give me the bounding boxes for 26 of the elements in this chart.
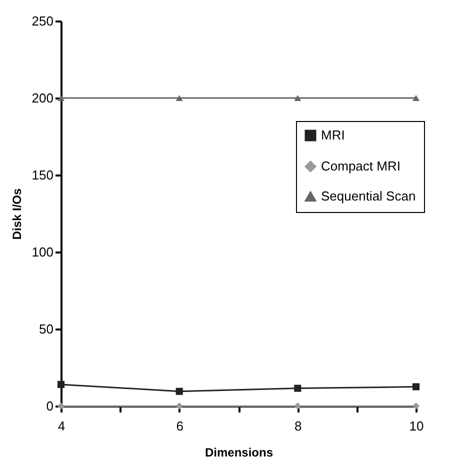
point — [176, 402, 183, 410]
point — [294, 384, 302, 392]
point — [176, 94, 183, 102]
y-tick-label: 0 — [46, 398, 54, 414]
legend-label: Compact MRI — [321, 158, 400, 174]
y-tick-label: 50 — [39, 322, 54, 336]
point — [412, 402, 420, 410]
point — [294, 94, 302, 102]
x-tick-label: 4 — [58, 418, 66, 434]
x-tick-label: 6 — [176, 418, 184, 434]
x-tick-label: 8 — [294, 418, 302, 434]
y-tick-label: 200 — [32, 90, 54, 106]
y-tick-label: 100 — [32, 244, 54, 260]
point — [57, 94, 65, 102]
y-axis-title: Disk I/Os — [10, 188, 24, 240]
legend-label: Sequential Scan — [321, 188, 416, 204]
y-tick-label: 250 — [32, 14, 54, 28]
point — [412, 383, 420, 390]
x-axis-title: Dimensions — [204, 446, 274, 460]
point — [294, 402, 302, 410]
point — [57, 380, 65, 388]
legend-label: MRI — [321, 128, 345, 142]
point — [176, 388, 183, 395]
y-tick-label: 150 — [32, 168, 54, 182]
point — [412, 94, 420, 102]
x-tick-label: 10 — [409, 418, 424, 434]
